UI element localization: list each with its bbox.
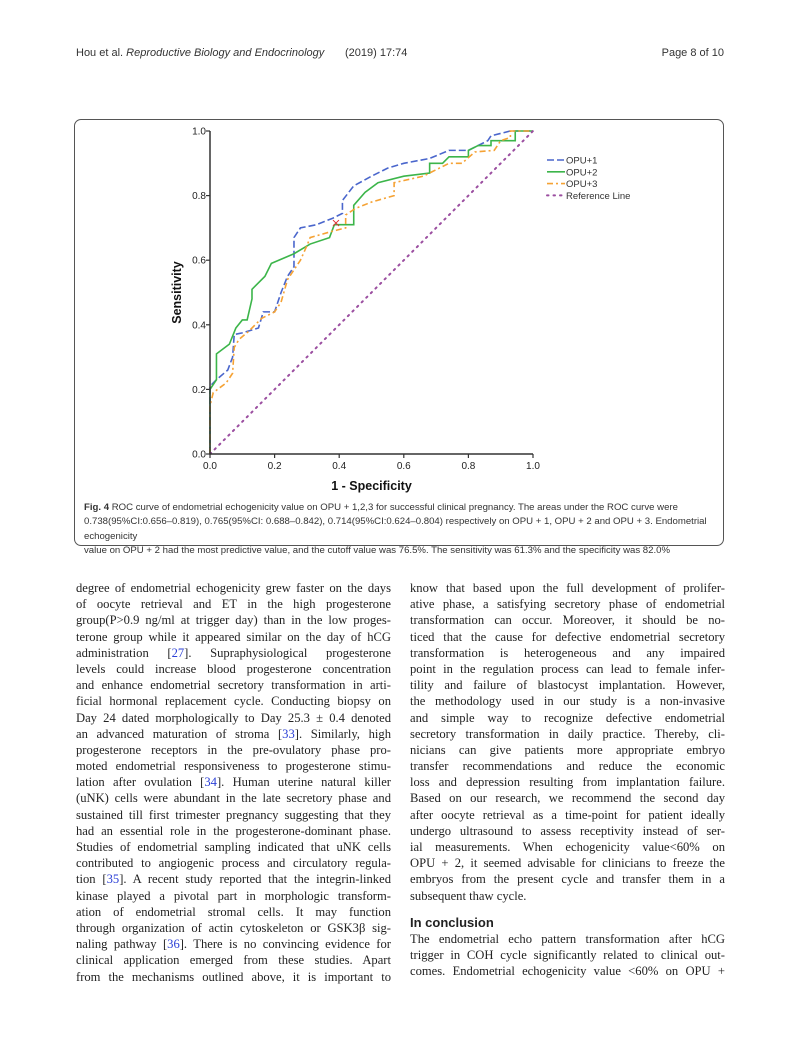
text-line: Based on our research, we recommend the … bbox=[410, 791, 725, 806]
citation-link[interactable]: 36 bbox=[167, 937, 180, 952]
text-line: from the mechanisms outlined above, it i… bbox=[76, 969, 391, 984]
legend-label: OPU+2 bbox=[566, 167, 597, 178]
text-line: the methodology used in our study is a n… bbox=[410, 694, 725, 709]
series-line-opu-2 bbox=[209, 130, 533, 454]
header-authors: Hou et al. bbox=[76, 47, 124, 59]
y-tick-label: 0.0 bbox=[192, 450, 206, 461]
text-line: embryos from the present cycle and trans… bbox=[410, 872, 725, 887]
text-line: undergo ultrasound to assess receptivity… bbox=[410, 823, 725, 838]
text-line: sustained till first trimester pregnancy… bbox=[76, 807, 391, 822]
x-tick-label: 0.2 bbox=[268, 461, 282, 472]
section-heading-conclusion: In conclusion bbox=[410, 914, 494, 930]
text-line: lation after ovulation [34]. Human uteri… bbox=[76, 775, 391, 790]
x-tick-label: 1.0 bbox=[526, 461, 540, 472]
text-line: clinical application emerged from these … bbox=[76, 953, 391, 968]
text-line: ative phase, a satisfying secretory phas… bbox=[410, 597, 725, 612]
text-line: ation of endometrial stromal cells. It m… bbox=[76, 904, 391, 919]
text-line: transfer recommendations and reduce the … bbox=[410, 759, 725, 774]
text-line: degree of endometrial echogenicity grew … bbox=[76, 581, 391, 595]
x-axis-label: 1 - Specificity bbox=[331, 479, 412, 493]
text-line: ficial hormonal replacement cycle. Condu… bbox=[76, 694, 391, 709]
text-line: point in the regulation process can lead… bbox=[410, 661, 725, 676]
text-line: secretory transformation in daily practi… bbox=[410, 726, 725, 741]
legend-label: Reference Line bbox=[566, 191, 630, 202]
text-line: and simple way to recognize defective en… bbox=[410, 710, 725, 725]
x-tick-label: 0.4 bbox=[332, 461, 346, 472]
text-line: The endometrial echo pattern transformat… bbox=[410, 931, 725, 946]
caption-line: value on OPU + 2 had the most predictive… bbox=[84, 545, 670, 557]
body-column-right: know that based upon the full developmen… bbox=[410, 580, 725, 979]
body-column-left: degree of endometrial echogenicity grew … bbox=[76, 580, 391, 985]
text-line: progesterone receptors in the pre-ovulat… bbox=[76, 742, 391, 757]
caption-line: ROC curve of endometrial echogenicity va… bbox=[109, 502, 678, 513]
text-line: subsequent thaw cycle. bbox=[410, 888, 527, 903]
text-line: terone group while it appeared similar o… bbox=[76, 629, 391, 644]
running-header-citation: Hou et al. Reproductive Biology and Endo… bbox=[76, 47, 324, 59]
text-line: nicians can give patients more appropria… bbox=[410, 742, 725, 757]
x-tick-label: 0.0 bbox=[203, 461, 217, 472]
y-tick-label: 0.8 bbox=[192, 191, 206, 202]
series-line-opu-1 bbox=[209, 130, 533, 454]
text-line: and enhance endometrial secretory transf… bbox=[76, 678, 391, 693]
series-line-opu-3 bbox=[209, 130, 533, 454]
text-line: tion [35]. A recent study reported that … bbox=[76, 872, 391, 887]
x-tick-label: 0.6 bbox=[397, 461, 411, 472]
figure-frame bbox=[74, 119, 724, 546]
y-axis-label: Sensitivity bbox=[170, 261, 184, 324]
citation-link[interactable]: 27 bbox=[171, 645, 185, 660]
y-tick-label: 0.4 bbox=[192, 320, 206, 331]
text-line: administration [27]. Supraphysiological … bbox=[76, 645, 391, 660]
text-line: trigger in COH cycle significantly relat… bbox=[410, 947, 725, 962]
caption-label: Fig. 4 bbox=[84, 502, 110, 513]
text-line: ticed that the cause for defective endom… bbox=[410, 629, 725, 644]
text-line: group(P>0.9 ng/ml at trigger day) than i… bbox=[76, 613, 391, 628]
citation-link[interactable]: 35 bbox=[106, 872, 120, 887]
header-year-volume: (2019) 17:74 bbox=[345, 47, 408, 59]
text-line: contributed to angiogenic process and ci… bbox=[76, 856, 391, 871]
citation-link[interactable]: 34 bbox=[204, 775, 217, 790]
text-line: an advanced maturation of stroma [33]. S… bbox=[76, 726, 391, 741]
header-journal: Reproductive Biology and Endocrinology bbox=[126, 47, 325, 59]
text-line: levels could increase blood progesterone… bbox=[76, 661, 391, 676]
text-line: kinase played a pivotal part in morpholo… bbox=[76, 888, 391, 903]
text-line: had an essential role in the progesteron… bbox=[76, 823, 391, 838]
figure-caption: Fig. 4 ROC curve of endometrial echogeni… bbox=[84, 501, 716, 559]
text-line: know that based upon the full developmen… bbox=[410, 581, 725, 595]
y-tick-label: 1.0 bbox=[192, 127, 206, 138]
text-line: ial measurements. When echogenicity valu… bbox=[410, 840, 725, 854]
text-line: transformation is heterogeneous and any … bbox=[410, 645, 725, 660]
caption-line: 0.738(95%CI:0.656–0.819), 0.765(95%CI: 0… bbox=[84, 516, 707, 542]
text-line: comes. Endometrial echogenicity value <6… bbox=[410, 964, 725, 979]
text-line: after oocyte retrieval as a time-point f… bbox=[410, 807, 725, 822]
text-line: OPU + 2, it seemed advisable for clinici… bbox=[410, 856, 725, 871]
text-line: of oocyte retrieval and ET in the high p… bbox=[76, 597, 391, 612]
series-line-reference-line bbox=[209, 130, 534, 455]
y-tick-label: 0.2 bbox=[192, 385, 206, 396]
text-line: (uNK) cells were abundant in the late se… bbox=[76, 791, 391, 806]
text-line: naling pathway [36]. There is no convinc… bbox=[76, 937, 391, 952]
legend-label: OPU+3 bbox=[566, 179, 597, 190]
cutoff-marker bbox=[332, 219, 340, 227]
text-line: moted endometrial responsiveness to prog… bbox=[76, 759, 391, 774]
x-tick-label: 0.8 bbox=[461, 461, 475, 472]
text-line: through organization of actin cytoskelet… bbox=[76, 920, 391, 935]
legend-label: OPU+1 bbox=[566, 156, 597, 167]
text-line: transformation can occur. Moreover, it s… bbox=[410, 613, 725, 628]
text-line: tility and failure of blastocyst implant… bbox=[410, 678, 725, 693]
text-line: Studies of endometrial sampling indicate… bbox=[76, 840, 391, 854]
header-page-number: Page 8 of 10 bbox=[661, 47, 724, 59]
y-tick-label: 0.6 bbox=[192, 256, 206, 267]
text-line: loss and depression resulting from impla… bbox=[410, 775, 725, 790]
text-line: Day 24 dated morphologically to Day 25.3… bbox=[76, 710, 391, 725]
roc-chart: 0.0 0.2 0.4 0.6 0.8 1.0 0.0 0.2 0.4 0.6 0.8 1.0 1 - … bbox=[170, 127, 630, 494]
citation-link[interactable]: 33 bbox=[282, 726, 295, 741]
